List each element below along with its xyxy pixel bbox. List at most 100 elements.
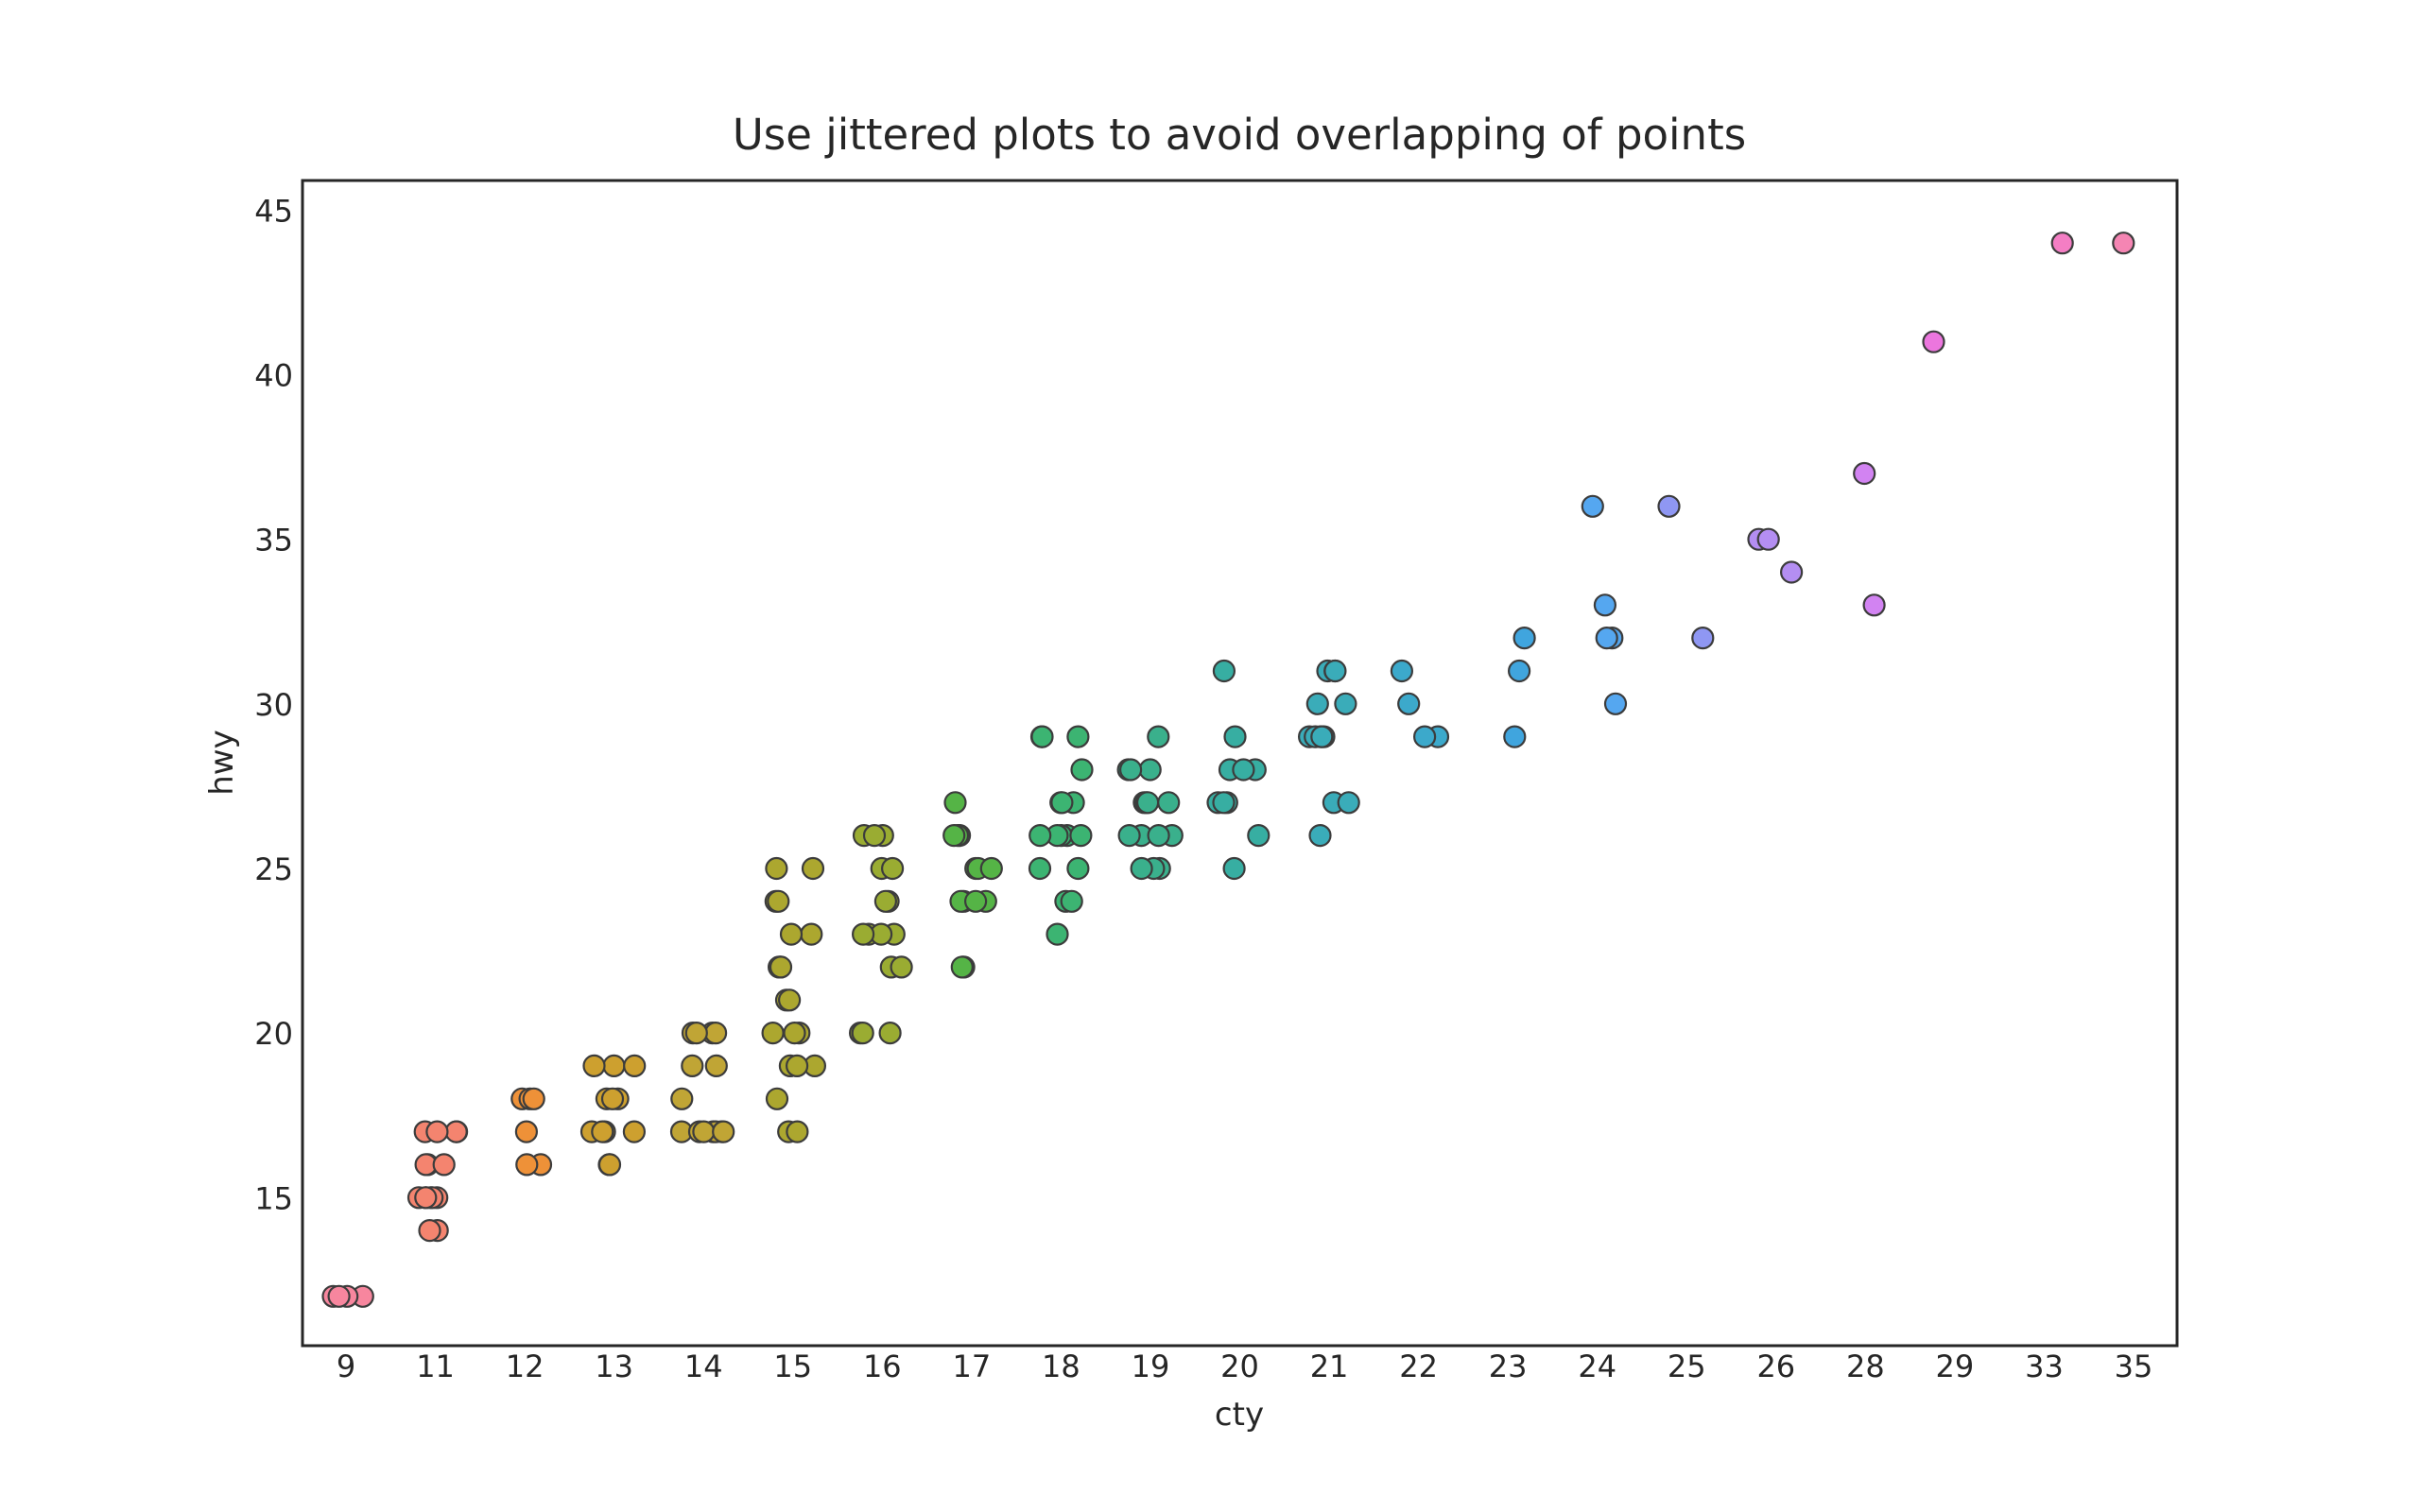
data-point: [1060, 889, 1083, 913]
data-point: [1212, 659, 1236, 683]
y-tick-label: 30: [254, 687, 293, 723]
data-point: [785, 1054, 809, 1078]
data-point: [1503, 725, 1527, 748]
data-point: [1223, 725, 1247, 748]
data-point: [2112, 232, 2135, 255]
data-point: [684, 1021, 708, 1045]
y-tick-label: 20: [254, 1016, 293, 1052]
x-tick-label: 17: [952, 1349, 991, 1384]
data-points-layer: [321, 232, 2135, 1308]
data-point: [1691, 626, 1715, 650]
data-point: [600, 1087, 625, 1110]
data-point: [873, 889, 898, 913]
data-point: [1337, 791, 1360, 815]
data-point: [1069, 823, 1093, 848]
data-point: [432, 1153, 456, 1177]
data-point: [765, 1087, 789, 1110]
data-point: [670, 1087, 694, 1110]
data-point: [1157, 791, 1181, 815]
data-point: [444, 1120, 468, 1143]
data-point: [779, 922, 804, 946]
x-tick-label: 20: [1220, 1349, 1259, 1384]
data-point: [1603, 692, 1628, 715]
data-point: [1512, 626, 1536, 650]
data-point: [963, 889, 988, 913]
x-tick-label: 14: [684, 1349, 723, 1384]
data-point: [862, 823, 887, 848]
y-tick-label: 35: [254, 523, 293, 558]
data-point: [943, 791, 967, 815]
data-point: [1390, 659, 1414, 683]
data-point: [602, 1054, 626, 1078]
data-point: [591, 1120, 614, 1143]
data-point: [1135, 791, 1160, 815]
x-tick-label: 11: [416, 1349, 455, 1384]
data-point: [1066, 856, 1090, 881]
data-point: [880, 856, 905, 881]
data-point: [1232, 758, 1255, 782]
data-point: [1593, 593, 1617, 617]
x-tick-label: 18: [1042, 1349, 1080, 1384]
data-point: [800, 922, 823, 946]
data-point: [1397, 692, 1421, 715]
x-tick-label: 28: [1846, 1349, 1885, 1384]
y-tick-label: 25: [254, 851, 293, 887]
x-tick-label: 33: [2025, 1349, 2064, 1384]
x-tick-label: 13: [595, 1349, 633, 1384]
data-point: [622, 1120, 647, 1143]
data-point: [1028, 823, 1052, 848]
data-point: [425, 1120, 449, 1143]
data-point: [582, 1054, 606, 1078]
y-axis-tick-labels: 15 20 25 30 35 40 45: [254, 193, 293, 1216]
data-point: [327, 1284, 351, 1308]
data-point: [1334, 692, 1357, 715]
data-point: [692, 1120, 716, 1143]
data-point: [767, 889, 790, 913]
y-tick-label: 40: [254, 358, 293, 394]
data-point: [418, 1218, 441, 1243]
data-point: [878, 1021, 902, 1045]
data-point: [1030, 725, 1054, 748]
data-point: [783, 1021, 806, 1045]
data-point: [1581, 494, 1604, 518]
data-point: [1305, 692, 1329, 715]
x-axis-tick-labels: 9 11 12 13 14 15 16 17 18 19 20 21 22 23 24 25 26 28 29 33 3…: [337, 1349, 2153, 1384]
data-point: [1247, 823, 1270, 848]
data-point: [1308, 823, 1332, 848]
data-point: [597, 1153, 622, 1177]
x-tick-label: 24: [1578, 1349, 1616, 1384]
data-point: [514, 1120, 539, 1143]
data-point: [712, 1120, 735, 1143]
data-point: [1779, 560, 1804, 584]
x-tick-label: 21: [1310, 1349, 1349, 1384]
data-point: [1862, 593, 1886, 617]
data-point: [1028, 856, 1052, 881]
data-point: [765, 856, 788, 881]
x-tick-label: 25: [1668, 1349, 1706, 1384]
y-axis-label: hwy: [203, 730, 241, 795]
x-tick-label: 15: [773, 1349, 812, 1384]
data-point: [1323, 659, 1347, 683]
x-tick-label: 16: [863, 1349, 902, 1384]
y-tick-label: 45: [254, 193, 293, 229]
data-point: [1070, 758, 1094, 782]
data-point: [851, 922, 875, 946]
x-tick-label: 26: [1756, 1349, 1795, 1384]
data-point: [1147, 823, 1170, 848]
data-point: [1507, 659, 1531, 683]
data-point: [681, 1054, 704, 1078]
data-point: [769, 955, 793, 979]
x-tick-label: 12: [506, 1349, 544, 1384]
data-point: [414, 1186, 438, 1210]
x-tick-label: 22: [1399, 1349, 1438, 1384]
data-point: [1066, 725, 1090, 748]
x-tick-label: 35: [2115, 1349, 2153, 1384]
data-point: [1756, 527, 1780, 551]
data-point: [1117, 823, 1141, 848]
data-point: [1657, 494, 1681, 518]
data-point: [942, 823, 966, 848]
y-tick-label: 15: [254, 1180, 293, 1216]
data-point: [1118, 758, 1143, 782]
